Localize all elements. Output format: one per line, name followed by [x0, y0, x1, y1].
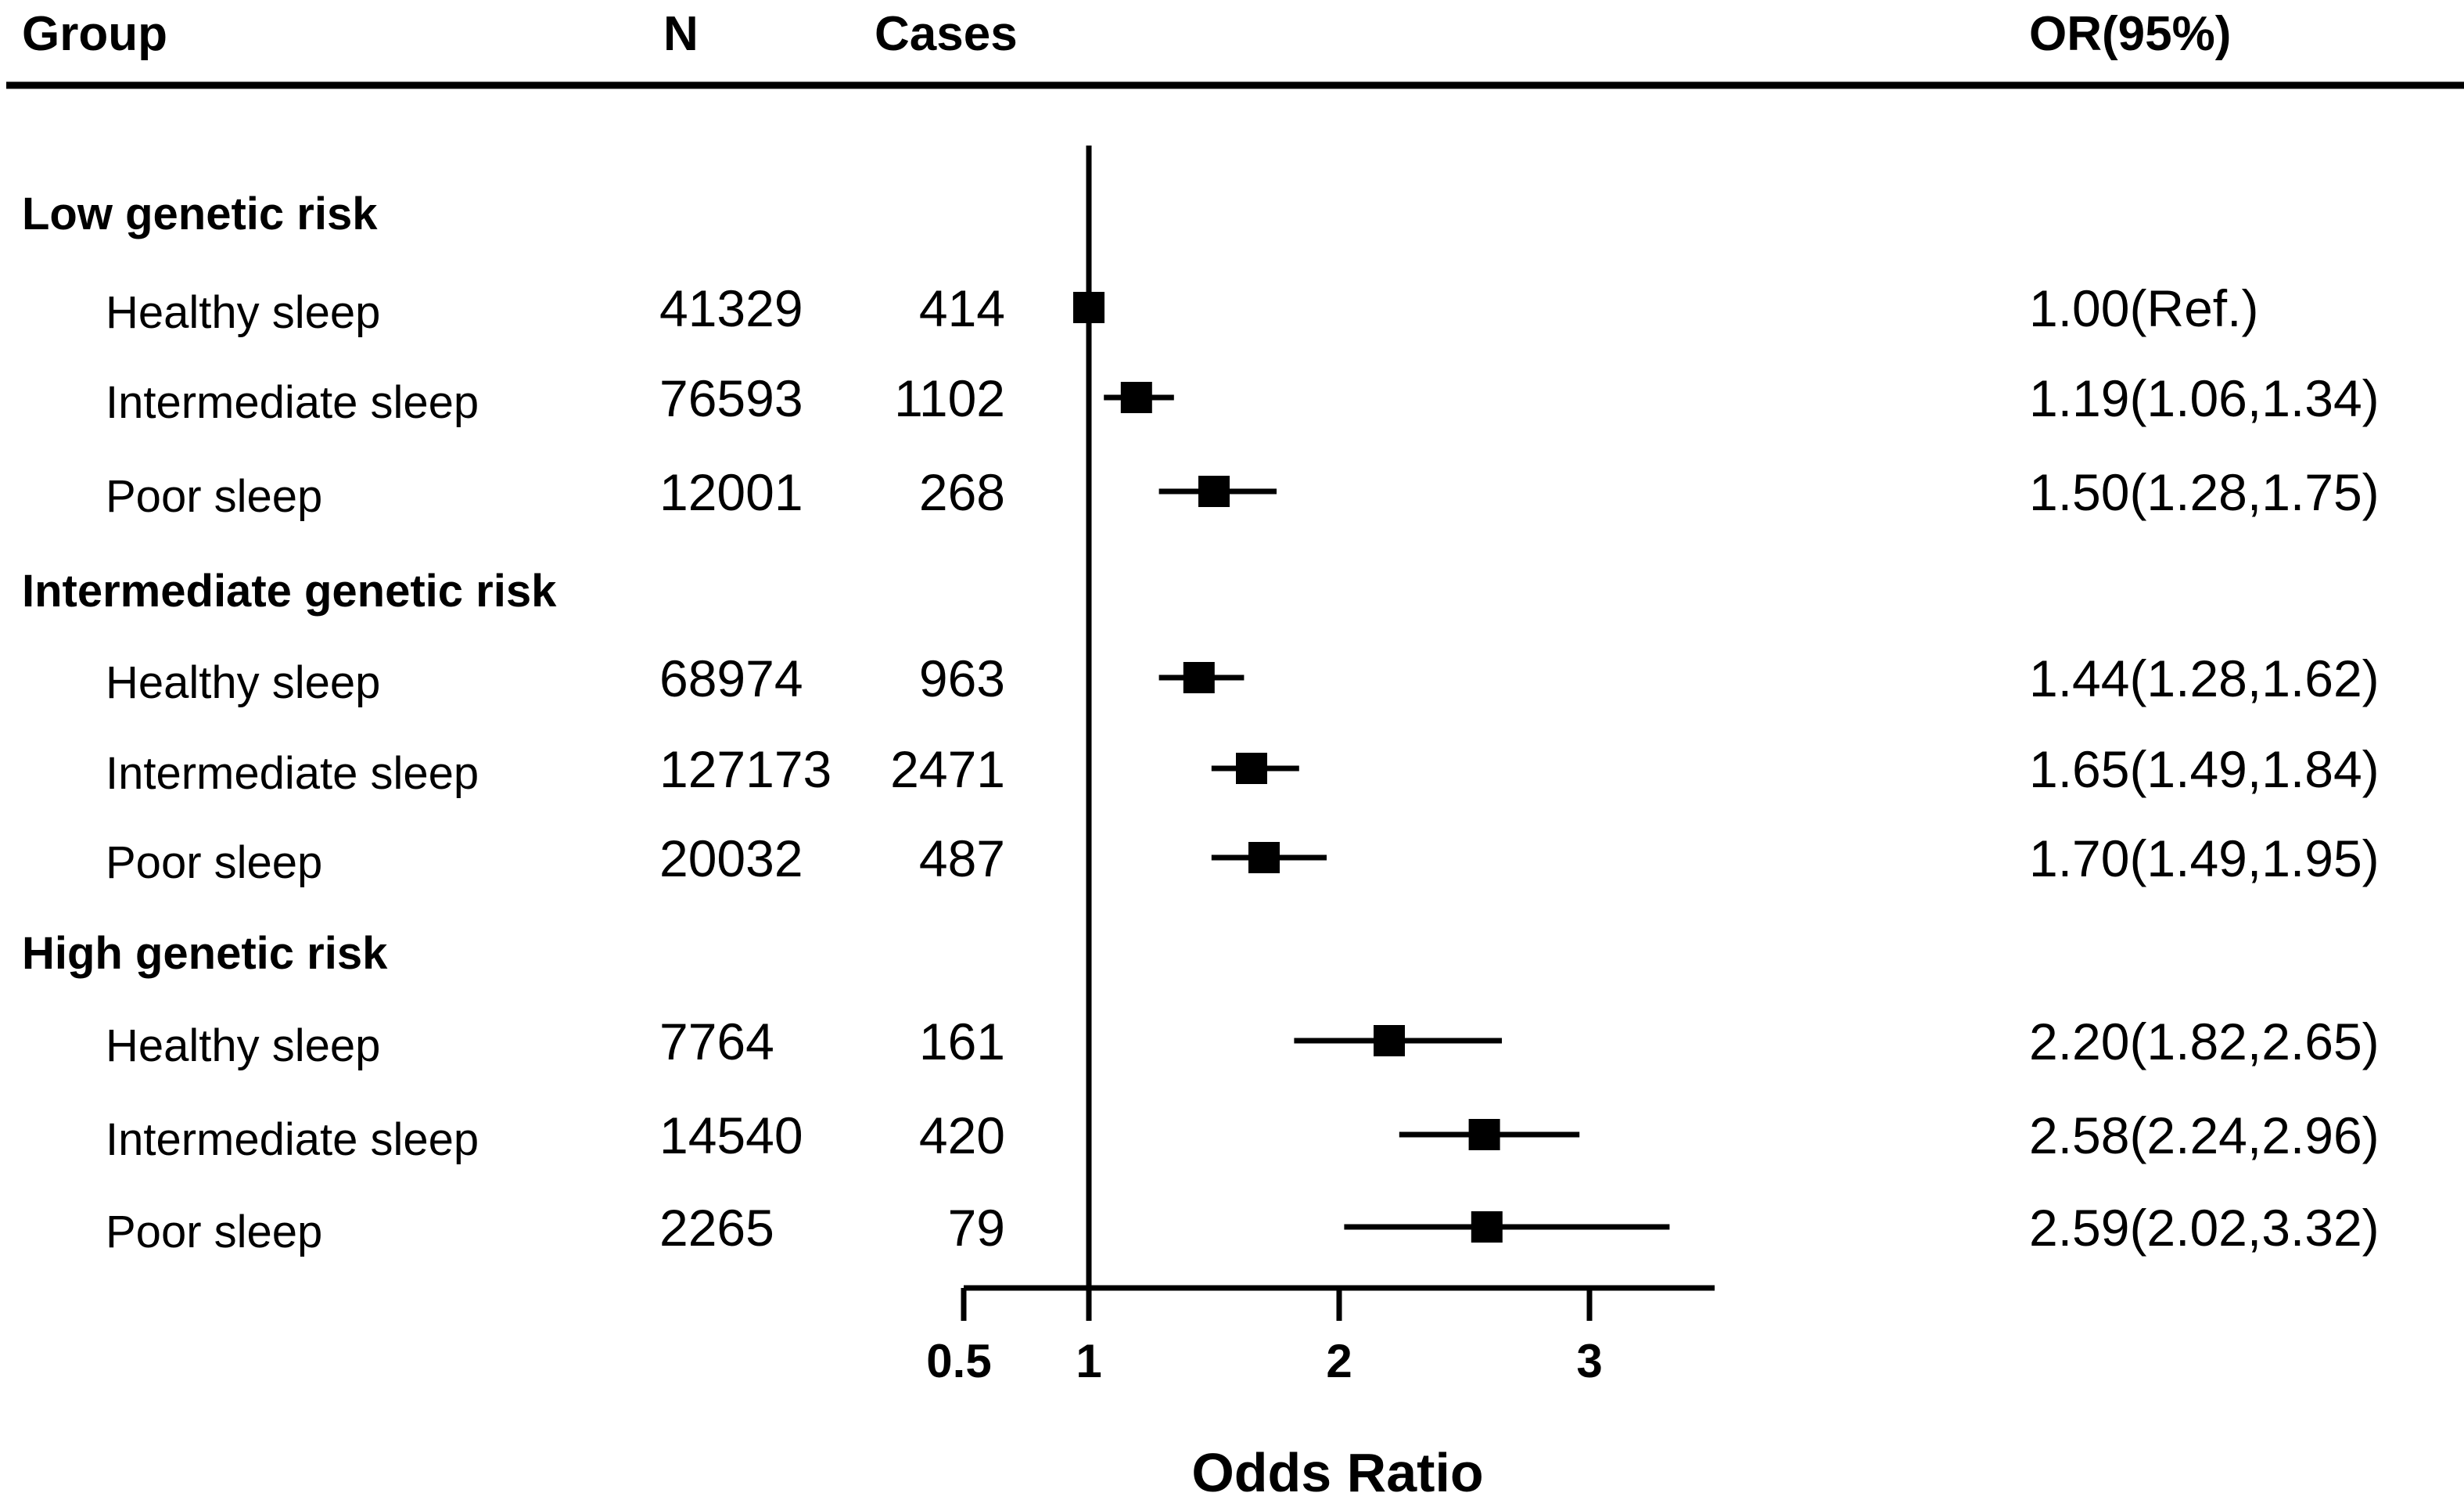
- point-estimate: [1468, 1119, 1500, 1150]
- cases-value: 1102: [894, 369, 1005, 427]
- row-label: Healthy sleep: [106, 287, 380, 338]
- row-label: Poor sleep: [106, 471, 322, 522]
- or-ci-label: 1.00(Ref.): [2029, 279, 2258, 337]
- row-label: Poor sleep: [106, 1207, 322, 1257]
- x-tick-label: 1: [1076, 1335, 1101, 1387]
- n-value: 68974: [659, 649, 803, 707]
- or-ci-label: 2.20(1.82,2.65): [2029, 1013, 2380, 1070]
- n-value: 7764: [659, 1013, 774, 1070]
- header-or: OR(95%): [2029, 7, 2231, 61]
- x-tick-label: 3: [1576, 1335, 1602, 1387]
- row-label: Healthy sleep: [106, 657, 380, 708]
- table-rows: Low genetic risk Healthy sleep 41329 414 1.0…: [22, 189, 2380, 1257]
- cases-value: 420: [919, 1106, 1005, 1164]
- header-group: Group: [22, 7, 167, 61]
- point-estimate: [1073, 292, 1104, 323]
- cases-value: 414: [919, 279, 1005, 337]
- or-ci-label: 1.44(1.28,1.62): [2029, 649, 2380, 707]
- or-ci-label: 2.58(2.24,2.96): [2029, 1106, 2380, 1164]
- point-estimate: [1374, 1025, 1405, 1056]
- n-value: 41329: [659, 279, 803, 337]
- x-tick-label: 2: [1326, 1335, 1352, 1387]
- point-estimate: [1120, 382, 1152, 413]
- row-label: Healthy sleep: [106, 1020, 380, 1071]
- row-label: Poor sleep: [106, 837, 322, 888]
- n-value: 12001: [659, 463, 803, 521]
- or-ci-label: 1.50(1.28,1.75): [2029, 463, 2380, 521]
- group-label: High genetic risk: [22, 928, 388, 979]
- x-tick-label: 0.5: [926, 1335, 991, 1387]
- point-estimate: [1198, 476, 1230, 507]
- or-ci-label: 1.70(1.49,1.95): [2029, 829, 2380, 887]
- plot-marks: [1073, 292, 1670, 1243]
- point-estimate: [1236, 753, 1267, 784]
- cases-value: 487: [919, 829, 1005, 887]
- cases-value: 963: [919, 649, 1005, 707]
- point-estimate: [1471, 1211, 1503, 1243]
- or-ci-label: 2.59(2.02,3.32): [2029, 1199, 2380, 1257]
- cases-value: 79: [948, 1199, 1005, 1257]
- group-label: Intermediate genetic risk: [22, 566, 557, 617]
- header-n: N: [663, 7, 699, 61]
- row-label: Intermediate sleep: [106, 377, 479, 428]
- point-estimate: [1248, 842, 1280, 873]
- n-value: 20032: [659, 829, 803, 887]
- group-label: Low genetic risk: [22, 189, 378, 239]
- header-cases: Cases: [875, 7, 1018, 61]
- or-ci-label: 1.19(1.06,1.34): [2029, 369, 2380, 427]
- x-axis-title: Odds Ratio: [1191, 1442, 1483, 1500]
- point-estimate: [1183, 662, 1215, 693]
- n-value: 127173: [659, 740, 832, 798]
- row-label: Intermediate sleep: [106, 1114, 479, 1165]
- n-value: 2265: [659, 1199, 774, 1257]
- or-ci-label: 1.65(1.49,1.84): [2029, 740, 2380, 798]
- n-value: 14540: [659, 1106, 803, 1164]
- cases-value: 2471: [890, 740, 1005, 798]
- cases-value: 268: [919, 463, 1005, 521]
- x-axis: 0.5 1 2 3: [926, 146, 1715, 1387]
- n-value: 76593: [659, 369, 803, 427]
- row-label: Intermediate sleep: [106, 748, 479, 799]
- cases-value: 161: [919, 1013, 1005, 1070]
